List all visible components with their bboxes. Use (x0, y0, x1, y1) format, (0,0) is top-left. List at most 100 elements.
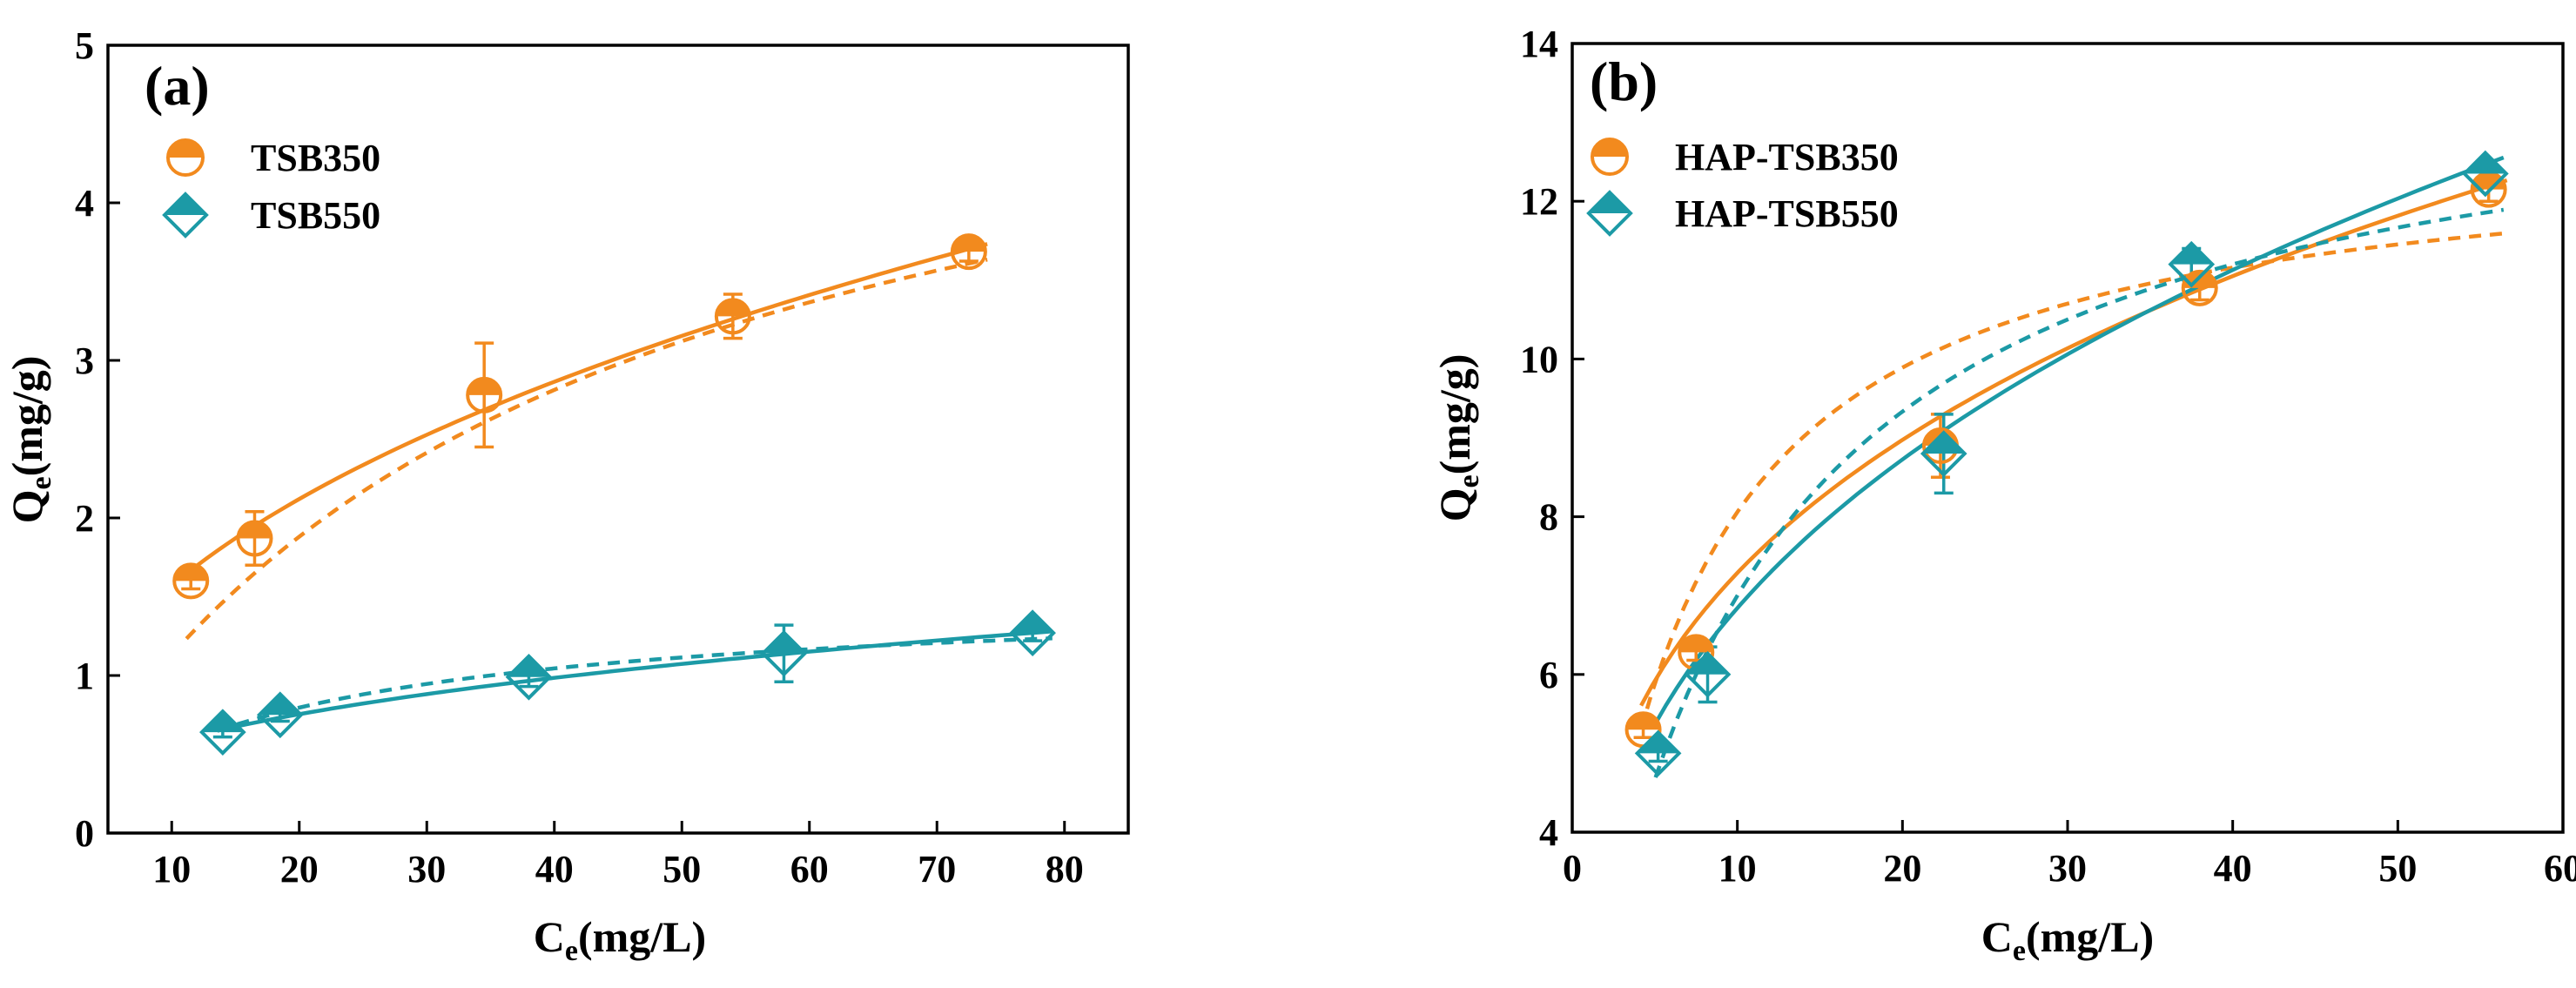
x-tick-label-b-60: 60 (2544, 847, 2576, 890)
data-point-tsb550-3 (760, 629, 808, 677)
y-axis-label-b-main: Q (1430, 488, 1479, 522)
data-point-tsb550-0-top-half (201, 711, 244, 733)
legend-marker-hap-tsb550 (1586, 190, 1633, 237)
data-point-tsb350-4-outline (950, 233, 987, 271)
fit-solid-curve-tsb350 (185, 242, 988, 575)
data-point-tsb550-0-outline (199, 709, 246, 756)
data-point-tsb350-0-outline (172, 562, 210, 600)
x-axis-label-b-main: C (1981, 912, 2013, 961)
data-point-tsb350-1 (236, 520, 273, 557)
fit-solid-curve-hap-tsb350 (1639, 178, 2508, 707)
chart-panel-b: 4 6 8 10 12 14 0 10 20 30 40 50 60 (b) HAP-TSB350 H… (1430, 23, 2576, 967)
svg-text:Qe(mg/g): Qe(mg/g) (1430, 354, 1485, 522)
x-tick-label-b-10: 10 (1718, 847, 1757, 890)
x-tick-label-b-30: 30 (2048, 847, 2087, 890)
x-tick-label-b-40: 40 (2214, 847, 2252, 890)
y-axis-label-b: Qe(mg/g) (1430, 354, 1485, 522)
legend-symbol-tsb350-top-half (168, 140, 203, 158)
fit-solid-curve-hap-tsb550 (1653, 155, 2505, 725)
data-point-hap-tsb550-3-top-half (2170, 243, 2213, 265)
fit-dashed-curve-tsb550 (216, 636, 1053, 733)
data-point-tsb350-3-outline (714, 298, 751, 335)
y-tick-label-a-4: 4 (75, 182, 94, 225)
legend-marker-hap-tsb350 (1591, 138, 1629, 176)
panel-label-b: (b) (1590, 50, 1658, 112)
fit-dashed-curve-hap-tsb350 (1638, 231, 2507, 729)
legend-label-hap-tsb550: HAP-TSB550 (1675, 192, 1899, 235)
legend-a: TSB350 TSB550 (162, 137, 380, 239)
y-axis-label-b-unit: (mg/g) (1430, 354, 1479, 475)
legend-b: HAP-TSB350 HAP-TSB550 (1586, 136, 1899, 237)
x-axis-label-a-main: C (534, 912, 565, 961)
y-tick-label-a-2: 2 (75, 497, 94, 540)
x-tick-label-b-50: 50 (2378, 847, 2417, 890)
y-tick-label-b-8: 8 (1539, 496, 1558, 539)
legend-symbol-hap-tsb350-outline (1591, 138, 1629, 176)
data-point-tsb350-0 (172, 562, 210, 600)
legend-symbol-hap-tsb350-top-half (1592, 139, 1627, 157)
data-point-tsb350-3 (714, 298, 751, 335)
data-point-tsb550-1-outline (256, 691, 304, 739)
y-tick-label-a-3: 3 (75, 339, 94, 382)
legend-symbol-hap-tsb350 (1591, 138, 1629, 176)
x-axis-label-b-unit: (mg/L) (2026, 912, 2154, 961)
legend-symbol-tsb350 (166, 138, 205, 177)
y-ticks-a: 0 1 2 3 4 5 (75, 24, 120, 855)
data-point-hap-tsb550-1-outline (1684, 650, 1732, 698)
x-tick-label-a-80: 80 (1046, 848, 1084, 891)
data-point-hap-tsb550-1 (1684, 650, 1732, 698)
data-point-hap-tsb550-2-outline (1920, 430, 1967, 477)
errorbars-b (1633, 160, 2499, 763)
y-axis-label-a: Qe(mg/g) (3, 356, 57, 524)
data-point-tsb550-2 (505, 653, 553, 701)
x-tick-label-a-40: 40 (535, 848, 574, 891)
y-tick-label-a-1: 1 (75, 655, 94, 697)
x-tick-label-a-60: 60 (790, 848, 829, 891)
x-ticks-a: 10 20 30 40 50 60 70 80 (152, 821, 1084, 891)
fit-solid-curve-tsb550 (217, 628, 1053, 733)
legend-symbol-tsb550-outline (162, 192, 209, 239)
data-point-tsb550-4 (1009, 609, 1056, 656)
y-tick-label-b-10: 10 (1520, 338, 1558, 380)
x-tick-label-a-20: 20 (280, 848, 319, 891)
legend-marker-tsb350 (166, 138, 205, 177)
legend-symbol-hap-tsb550-outline (1586, 190, 1633, 237)
fit-dashed-curve-hap-tsb550 (1653, 207, 2505, 778)
y-tick-label-a-0: 0 (75, 812, 94, 855)
markers-b (1624, 150, 2509, 777)
legend-marker-tsb550 (162, 192, 209, 239)
data-point-tsb550-2-outline (505, 653, 553, 701)
y-ticks-b: 4 6 8 10 12 14 (1520, 23, 1584, 854)
data-point-tsb350-1-outline (236, 520, 273, 557)
data-point-tsb350-2 (466, 376, 503, 413)
fits-a (185, 242, 1053, 733)
svg-text:Qe(mg/g): Qe(mg/g) (3, 356, 57, 524)
data-point-hap-tsb550-3-outline (2168, 240, 2216, 288)
legend-label-tsb350: TSB350 (251, 137, 380, 179)
data-point-hap-tsb550-0-outline (1634, 729, 1682, 777)
x-tick-label-b-0: 0 (1563, 847, 1582, 890)
data-point-hap-tsb550-1-top-half (1686, 653, 1729, 675)
plot-frame-a (106, 44, 1130, 835)
data-point-tsb550-1 (256, 691, 304, 739)
x-axis-label-b-sub: e (2013, 935, 2026, 967)
data-point-tsb350-4 (950, 233, 987, 271)
x-axis-label-a-sub: e (565, 935, 578, 967)
data-point-tsb550-1-top-half (259, 694, 301, 716)
legend-label-tsb550: TSB550 (251, 194, 380, 237)
data-point-tsb550-3-outline (760, 629, 808, 677)
data-point-hap-tsb550-4 (2462, 150, 2509, 198)
data-point-hap-tsb550-2 (1920, 430, 1967, 477)
x-tick-label-b-20: 20 (1883, 847, 1921, 890)
x-axis-label-a-unit: (mg/L) (578, 912, 706, 961)
x-axis-label-a: Ce(mg/L) (534, 912, 706, 967)
x-tick-label-a-10: 10 (152, 848, 191, 891)
y-axis-label-b-sub: e (1453, 474, 1485, 487)
data-point-tsb350-2-outline (466, 376, 503, 413)
y-axis-label-a-sub: e (25, 476, 57, 489)
y-tick-label-b-14: 14 (1520, 23, 1558, 65)
data-point-hap-tsb550-3 (2168, 240, 2216, 288)
y-tick-label-a-5: 5 (75, 24, 94, 67)
markers-a (172, 233, 1056, 756)
